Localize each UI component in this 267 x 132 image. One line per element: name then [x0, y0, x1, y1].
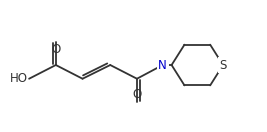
Text: O: O: [51, 43, 60, 55]
Text: S: S: [219, 58, 227, 72]
Text: O: O: [132, 88, 142, 101]
Text: HO: HO: [10, 72, 28, 85]
Text: N: N: [158, 58, 167, 72]
